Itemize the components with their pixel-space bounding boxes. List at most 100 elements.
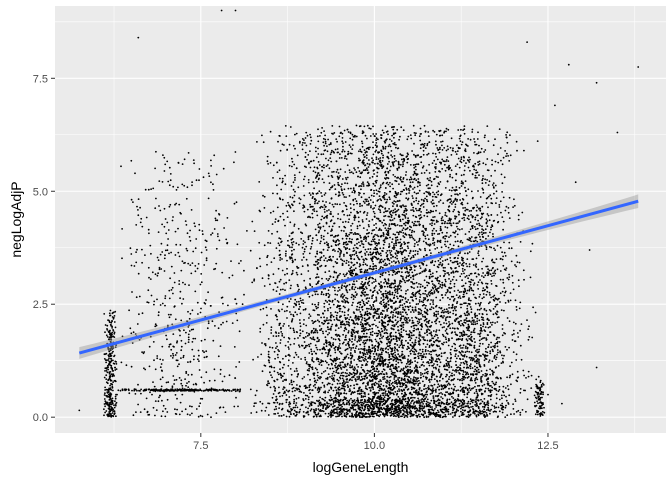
data-point [413,275,415,277]
data-point [368,127,370,129]
data-point [350,212,352,214]
data-point [301,232,303,234]
data-point [378,370,380,372]
data-point [438,389,440,391]
data-point [317,282,319,284]
data-point [404,303,406,305]
data-point [447,160,449,162]
data-point [268,275,270,277]
data-point [251,221,253,223]
data-point [389,260,391,262]
data-point [308,313,310,315]
data-point [381,371,383,373]
data-point [334,188,336,190]
data-point [383,212,385,214]
data-point [412,207,414,209]
data-point [282,358,284,360]
data-point [334,365,336,367]
data-point [390,166,392,168]
data-point [413,353,415,355]
data-point [327,310,329,312]
data-point [262,370,264,372]
data-point [415,166,417,168]
data-point [367,181,369,183]
data-point [375,142,377,144]
data-point [370,390,372,392]
data-point [267,380,269,382]
data-point [380,291,382,293]
data-point [407,389,409,391]
data-point [350,225,352,227]
data-point [335,272,337,274]
data-point [447,297,449,299]
data-point [330,312,332,314]
data-point [442,334,444,336]
data-point [501,191,503,193]
data-point [430,252,432,254]
data-point [384,332,386,334]
data-point [447,129,449,131]
data-point [460,386,462,388]
data-point [486,314,488,316]
data-point [378,381,380,383]
data-point [268,230,270,232]
data-point [369,268,371,270]
data-point [315,344,317,346]
data-point [384,286,386,288]
data-point [413,327,415,329]
data-point [325,201,327,203]
data-point [435,311,437,313]
data-point [304,357,306,359]
data-point [466,195,468,197]
data-point [405,225,407,227]
data-point [409,369,411,371]
data-point [405,229,407,231]
data-point [351,254,353,256]
data-point [435,367,437,369]
data-point [433,233,435,235]
data-point [432,303,434,305]
data-point [417,394,419,396]
data-point [417,303,419,305]
data-point [339,126,341,128]
data-point [275,406,277,408]
data-point [425,290,427,292]
data-point [291,384,293,386]
data-point [338,392,340,394]
data-point [405,322,407,324]
data-point [309,284,311,286]
data-point [356,306,358,308]
data-point [329,167,331,169]
data-point [388,354,390,356]
data-point [306,159,308,161]
data-point [324,400,326,402]
data-point [327,416,329,418]
data-point [311,389,313,391]
data-point [429,402,431,404]
data-point [317,153,319,155]
data-point [373,353,375,355]
data-point [415,292,417,294]
data-point [394,354,396,356]
data-point [258,242,260,244]
data-point [269,284,271,286]
data-point [402,382,404,384]
data-point [412,197,414,199]
data-point [335,138,337,140]
data-point [370,248,372,250]
data-point [436,147,438,149]
data-point [383,389,385,391]
data-point [300,391,302,393]
data-point [443,352,445,354]
data-point [418,241,420,243]
data-point [457,290,459,292]
data-point [358,402,360,404]
data-point [417,186,419,188]
data-point [349,144,351,146]
data-point [400,251,402,253]
data-point [421,271,423,273]
data-point [276,319,278,321]
data-point [272,223,274,225]
data-point [372,360,374,362]
data-point [418,357,420,359]
